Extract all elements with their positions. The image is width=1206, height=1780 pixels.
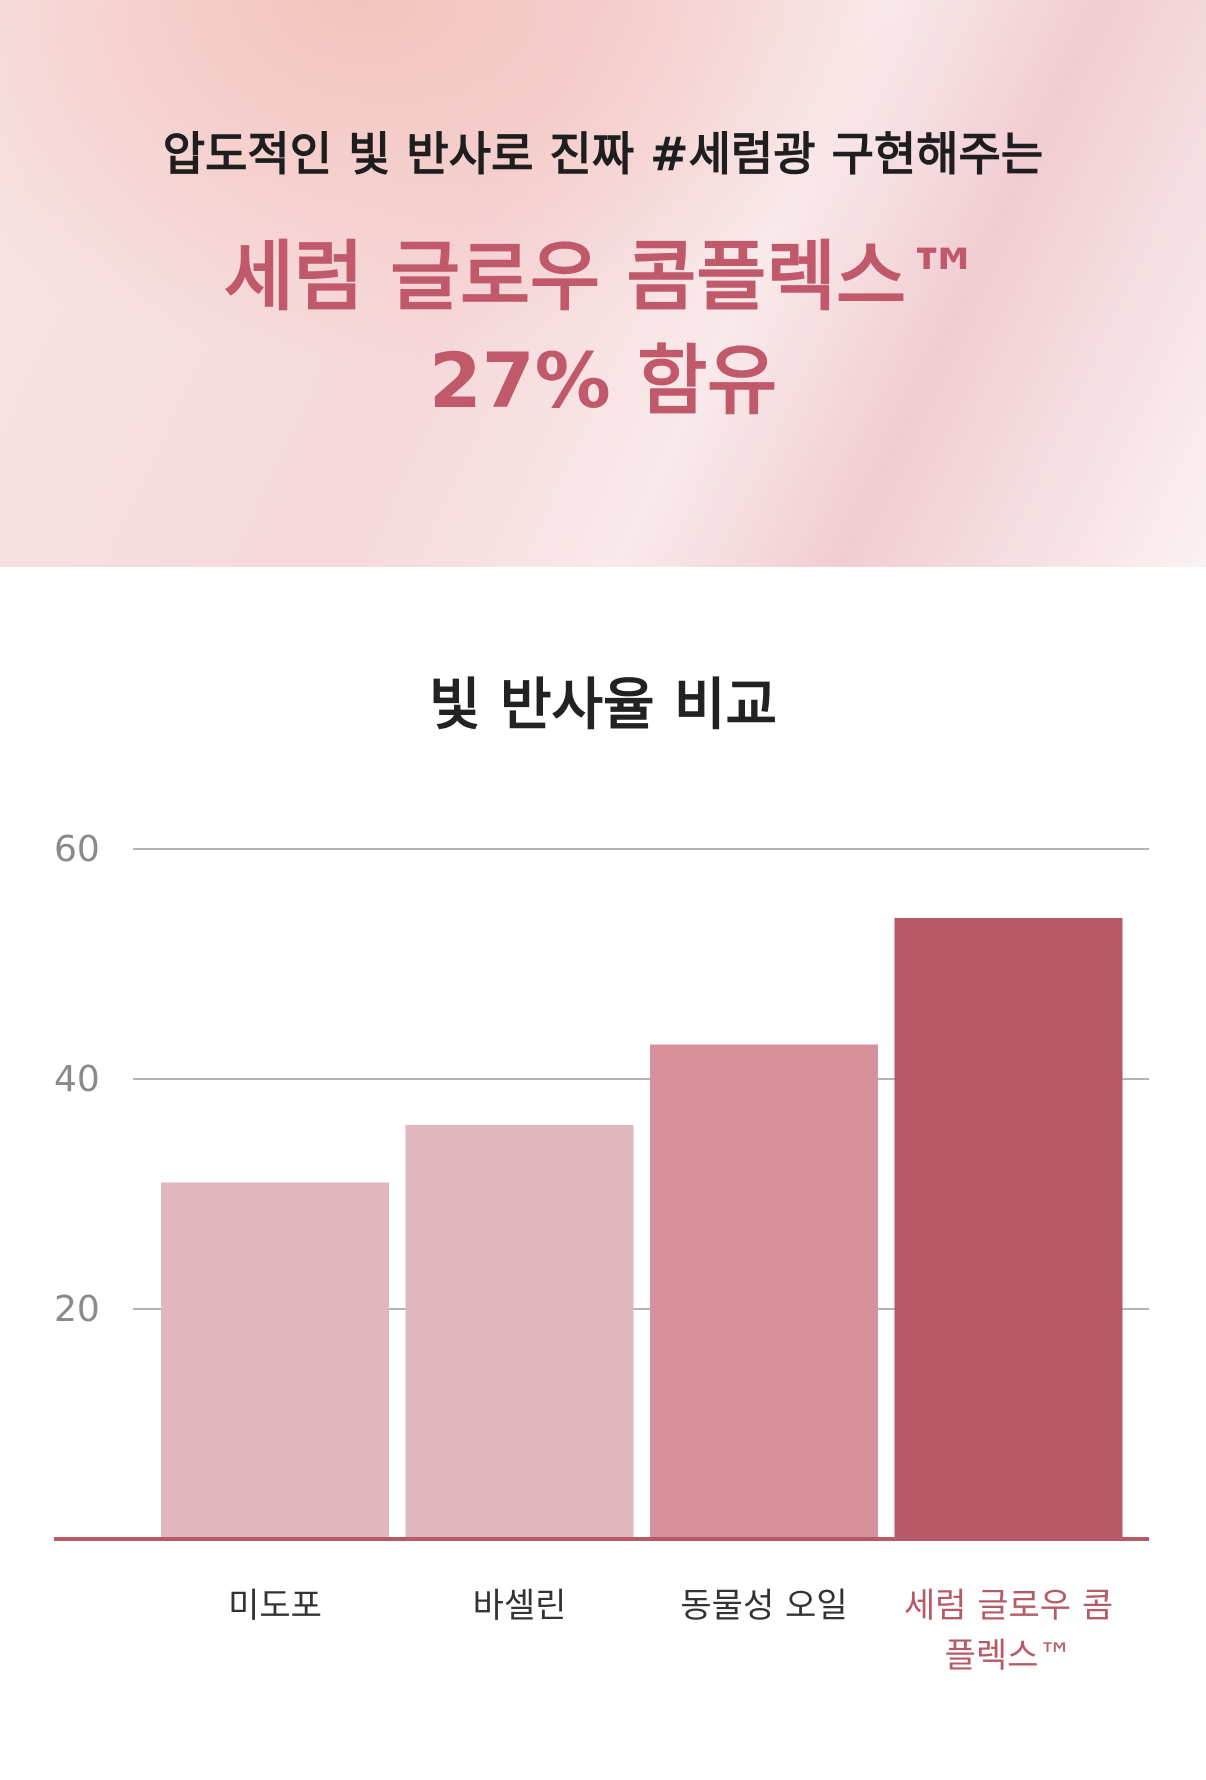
tagline: 압도적인 빛 반사로 진짜 #세럼광 구현해주는 [162,127,1044,181]
headline-line: 27% 함유 [428,336,778,425]
bar [161,1182,389,1539]
bar [650,1044,878,1539]
y-tick-label: 40 [54,1059,100,1100]
y-tick-label: 60 [54,829,100,870]
headline-line: 세럼 글로우 콤플렉스™ [223,232,983,321]
x-tick-label: 세럼 글로우 콤플렉스™ [903,1586,1114,1676]
x-tick-label: 바셀린 [472,1586,567,1626]
bar [894,918,1123,1539]
bar [405,1125,634,1539]
x-tick-label: 미도포 [228,1586,322,1626]
y-tick-label: 20 [54,1289,100,1330]
chart-title: 빛 반사율 비교 [428,673,778,738]
hero-banner: 압도적인 빛 반사로 진짜 #세럼광 구현해주는 세럼 글로우 콤플렉스™ 27… [0,0,1206,567]
headline: 세럼 글로우 콤플렉스™ 27% 함유 [0,225,1206,433]
x-tick-label: 동물성 오일 [680,1586,848,1626]
